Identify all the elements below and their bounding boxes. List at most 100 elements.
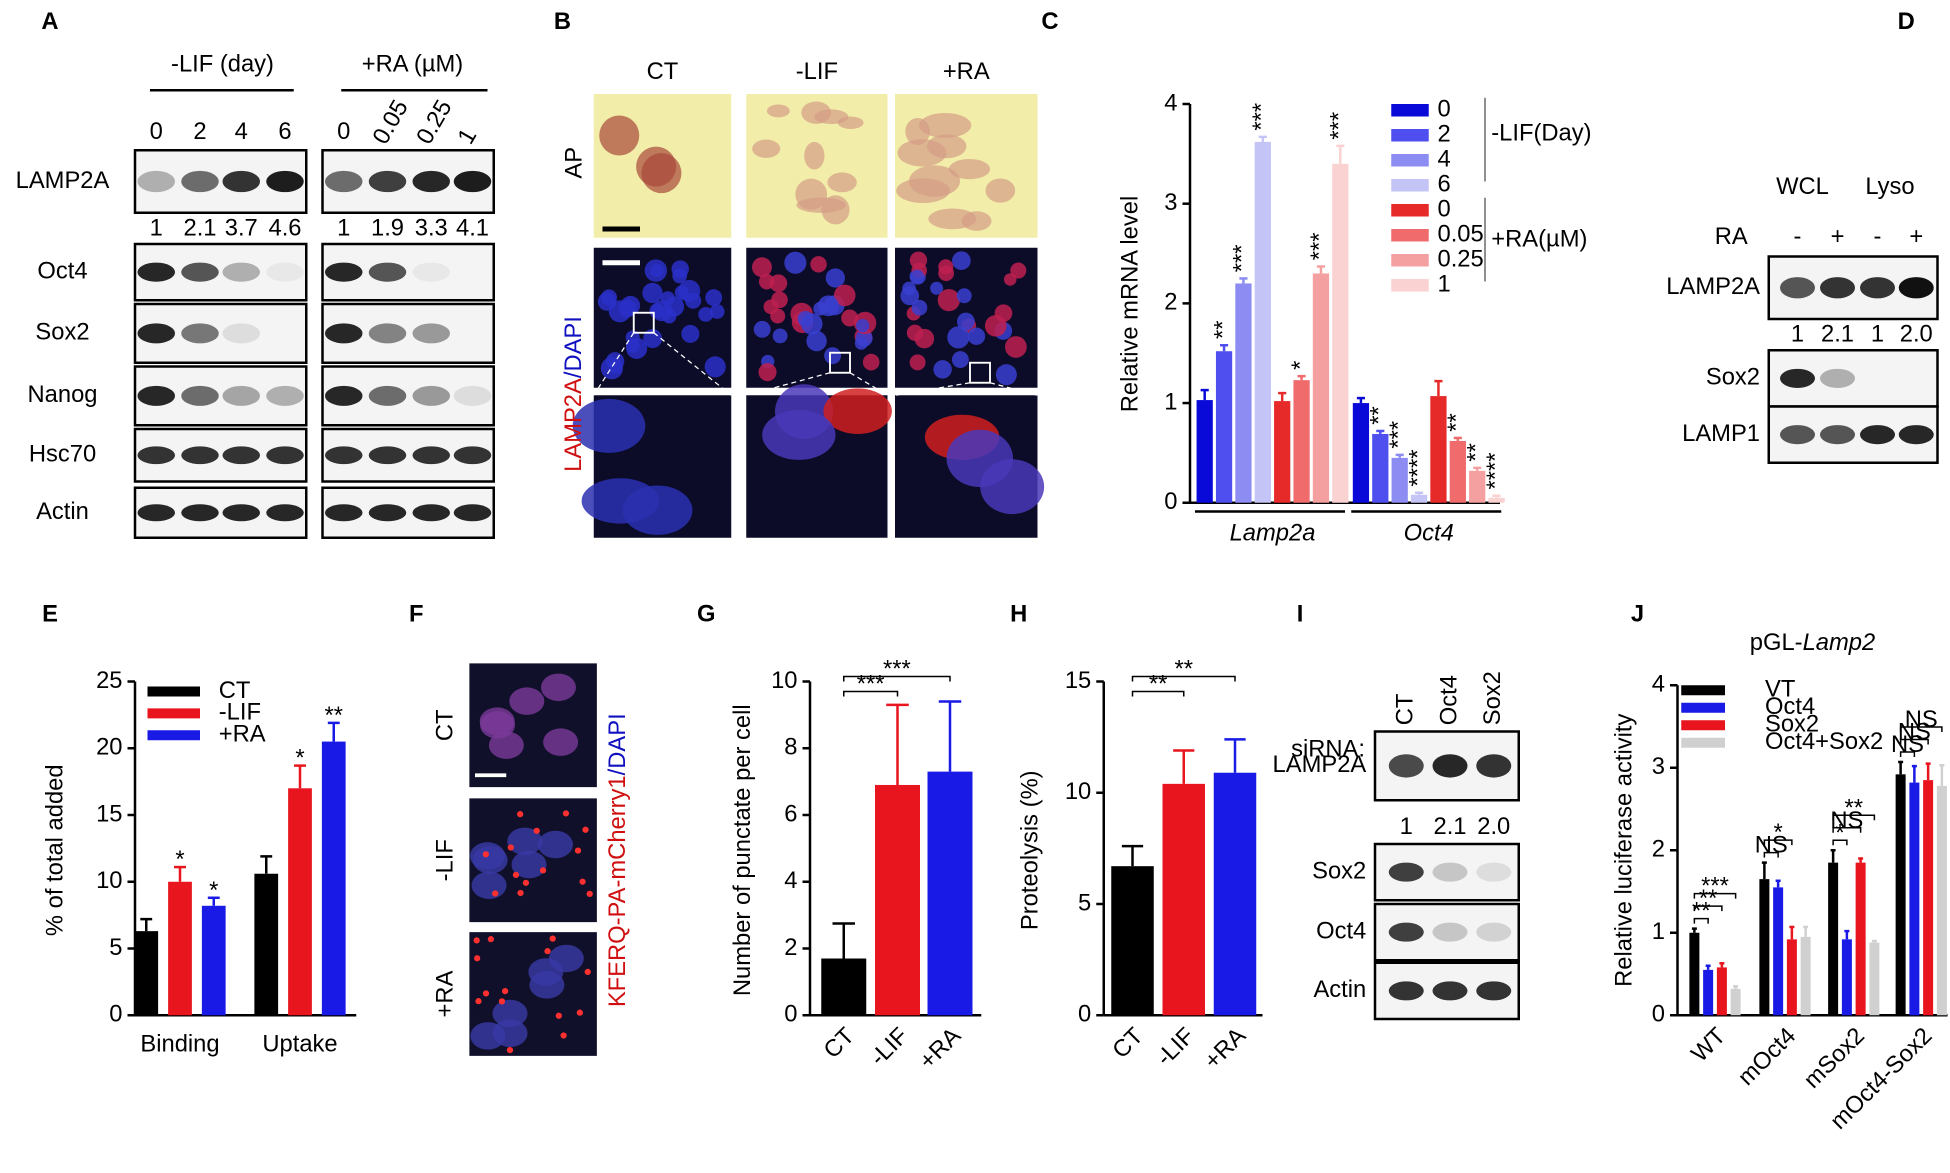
lane-label: 6 — [278, 118, 291, 145]
significance: * — [295, 745, 304, 772]
bar — [1703, 969, 1714, 1016]
quant-label: 1 — [1871, 321, 1884, 348]
lane-label: Oct4 — [1435, 675, 1462, 725]
group-label: WCL — [1776, 173, 1829, 200]
blot-band — [137, 504, 175, 522]
blot-band — [325, 323, 363, 344]
blot-band — [1780, 277, 1815, 299]
bar — [1449, 440, 1466, 503]
quant-label: 3.3 — [415, 214, 448, 241]
row-label: LAMP2A/DAPI — [560, 316, 587, 472]
nucleus — [758, 363, 777, 382]
nucleus — [930, 281, 944, 295]
significance: ** — [1209, 320, 1236, 338]
blot-band — [137, 446, 175, 465]
sign: + — [1831, 223, 1845, 250]
bar — [1773, 887, 1784, 1016]
chart-title: pGL-Lamp2 — [1750, 629, 1875, 656]
nucleus — [952, 251, 971, 271]
puncta — [533, 827, 540, 834]
nucleus — [911, 299, 928, 316]
puncta — [549, 935, 556, 942]
x-group-label: Lamp2a — [1230, 519, 1316, 546]
y-tick-label: 8 — [784, 734, 797, 761]
blot-band — [368, 446, 407, 465]
nucleus — [818, 295, 839, 317]
blot-band — [266, 170, 304, 193]
blot-band — [1388, 754, 1424, 778]
y-tick-label: 2 — [1652, 836, 1665, 863]
y-axis-label: Relative mRNA level — [1117, 196, 1144, 412]
significance: ** — [1462, 443, 1489, 462]
row-label: CT — [432, 709, 459, 741]
nucleus — [824, 347, 842, 365]
quant-label: 3.7 — [225, 214, 258, 241]
significance-bracket — [1899, 738, 1929, 745]
bar — [1895, 774, 1906, 1016]
bar — [875, 784, 920, 1016]
significance: *** — [883, 656, 911, 683]
quant-label: 4.1 — [456, 214, 489, 241]
significance: ** — [1366, 406, 1393, 425]
puncta — [555, 1012, 562, 1019]
blot-header: -LIF (day) — [171, 51, 274, 78]
significance-bracket — [1763, 839, 1793, 846]
quant-label: 1 — [1400, 813, 1413, 840]
column-label: +RA — [943, 58, 990, 85]
bar — [1430, 396, 1447, 503]
lane-label: 0.25 — [411, 95, 457, 149]
bar — [1293, 380, 1310, 503]
nucleus — [572, 398, 646, 453]
bar — [1936, 785, 1947, 1016]
y-tick-label: 15 — [96, 800, 122, 827]
bar — [1909, 782, 1920, 1016]
blot-band — [1476, 922, 1512, 942]
sign: - — [1874, 223, 1882, 250]
x-tick-label: Uptake — [262, 1031, 337, 1058]
quant-label: 2.1 — [1821, 321, 1854, 348]
row-label: +RA — [432, 970, 459, 1017]
legend-swatch — [1681, 685, 1725, 696]
stain — [795, 178, 828, 210]
blot-band — [453, 385, 492, 406]
bar — [1730, 988, 1741, 1016]
significance: NS — [1905, 706, 1938, 733]
blot-band — [266, 262, 304, 282]
blot-band — [1432, 922, 1468, 942]
legend-swatch — [1391, 104, 1429, 117]
row-label: Actin — [36, 498, 89, 525]
chart-title-part: Lamp2 — [1803, 629, 1876, 656]
lane-label: 2 — [193, 118, 206, 145]
panel-letter: B — [554, 8, 571, 35]
y-tick-label: 15 — [1065, 667, 1091, 694]
y-tick-label: 4 — [784, 867, 797, 894]
bar — [1786, 939, 1797, 1016]
nucleus — [472, 846, 508, 874]
blot-band — [368, 262, 407, 282]
blot-band — [222, 385, 260, 406]
nucleus — [607, 359, 623, 375]
y-tick-label: 1 — [1164, 388, 1177, 415]
nucleus — [581, 478, 660, 524]
bar — [1716, 967, 1727, 1016]
nucleus — [678, 279, 701, 302]
legend-group-label: +RA(µM) — [1491, 226, 1587, 253]
y-tick-label: 3 — [1164, 189, 1177, 216]
nucleus — [709, 304, 725, 319]
nucleus — [705, 289, 723, 307]
nucleus — [994, 304, 1013, 322]
legend-swatch — [1391, 129, 1429, 142]
bar — [134, 931, 159, 1016]
blot-band — [266, 385, 304, 406]
stain — [814, 109, 849, 125]
significance: * — [209, 877, 218, 904]
nucleus — [488, 731, 524, 759]
legend-label: 0 — [1438, 196, 1451, 223]
zoom-line — [849, 372, 888, 396]
significance-bracket — [1131, 690, 1185, 697]
bar — [1689, 932, 1700, 1016]
lane-label: 0.05 — [367, 95, 413, 149]
legend-swatch — [1391, 179, 1429, 192]
y-axis-label: Relative luciferase activity — [1610, 714, 1637, 987]
